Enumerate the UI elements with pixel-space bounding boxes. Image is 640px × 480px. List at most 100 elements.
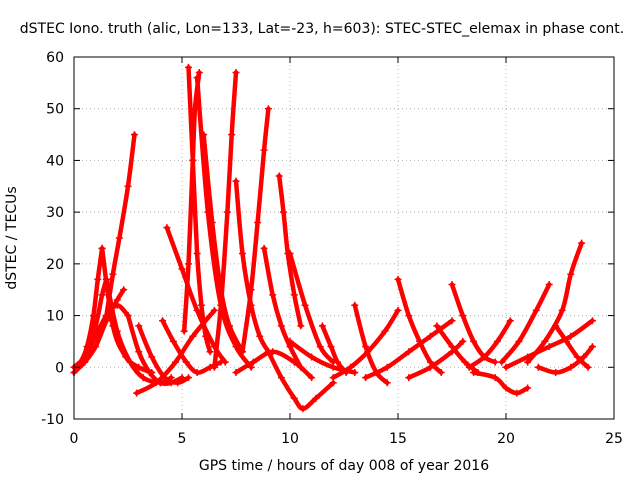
data-point bbox=[189, 332, 197, 340]
data-point bbox=[290, 358, 298, 366]
data-point bbox=[184, 374, 192, 382]
data-point bbox=[210, 363, 218, 371]
data-point bbox=[238, 348, 246, 356]
series-arc39 bbox=[552, 322, 592, 371]
data-point bbox=[459, 312, 467, 320]
series-line bbox=[406, 339, 466, 380]
data-point bbox=[254, 218, 262, 226]
data-point bbox=[318, 322, 326, 330]
series-line bbox=[287, 251, 336, 365]
data-point bbox=[394, 275, 402, 283]
data-point bbox=[383, 379, 391, 387]
series-arc05 bbox=[70, 286, 128, 376]
series-line bbox=[352, 302, 390, 386]
data-point bbox=[312, 394, 320, 402]
data-point bbox=[208, 218, 216, 226]
data-point bbox=[545, 281, 553, 289]
series-arc31 bbox=[405, 337, 467, 382]
data-point bbox=[169, 337, 177, 345]
series-arc29 bbox=[362, 317, 456, 382]
data-point bbox=[584, 363, 592, 371]
data-point bbox=[109, 270, 117, 278]
data-point bbox=[260, 146, 268, 154]
data-point bbox=[280, 208, 288, 216]
series-line bbox=[434, 323, 481, 375]
data-point bbox=[197, 301, 205, 309]
data-point bbox=[405, 312, 413, 320]
data-point bbox=[573, 353, 581, 361]
series-line bbox=[104, 132, 137, 318]
data-point bbox=[552, 322, 560, 330]
data-point bbox=[493, 337, 501, 345]
data-point bbox=[541, 337, 549, 345]
series-arc24 bbox=[286, 250, 337, 366]
data-point bbox=[210, 306, 218, 314]
y-tick-label: 60 bbox=[46, 50, 64, 66]
data-point bbox=[405, 374, 413, 382]
data-point bbox=[113, 327, 121, 335]
series-arc23 bbox=[264, 348, 337, 413]
y-tick-label: 40 bbox=[46, 153, 64, 169]
data-point bbox=[552, 368, 560, 376]
data-point bbox=[184, 63, 192, 71]
x-tick-label: 20 bbox=[497, 431, 515, 447]
data-point bbox=[416, 337, 424, 345]
data-point bbox=[334, 358, 342, 366]
data-point bbox=[426, 332, 434, 340]
series-arc14 bbox=[184, 63, 214, 356]
plot-frame bbox=[73, 56, 615, 420]
data-point bbox=[92, 322, 100, 330]
data-point bbox=[159, 317, 167, 325]
data-point bbox=[524, 384, 532, 392]
data-point bbox=[297, 322, 305, 330]
data-point bbox=[232, 69, 240, 77]
series-layer bbox=[70, 63, 596, 413]
data-point bbox=[437, 368, 445, 376]
series-arc34 bbox=[465, 317, 514, 371]
data-point bbox=[588, 343, 596, 351]
data-point bbox=[286, 337, 294, 345]
data-point bbox=[200, 131, 208, 139]
data-point bbox=[247, 286, 255, 294]
data-point bbox=[299, 405, 307, 413]
series-line bbox=[266, 349, 336, 411]
y-tick-label: 0 bbox=[55, 360, 64, 376]
data-point bbox=[264, 105, 272, 113]
data-point bbox=[448, 343, 456, 351]
data-point bbox=[206, 348, 214, 356]
data-point bbox=[98, 291, 106, 299]
data-point bbox=[92, 343, 100, 351]
data-point bbox=[405, 348, 413, 356]
series-line bbox=[194, 75, 254, 370]
data-point bbox=[513, 389, 521, 397]
data-point bbox=[480, 353, 488, 361]
axis-ticks: 0 5 10 15 20 25 -10 0 10 20 30 40 50 60 bbox=[41, 50, 623, 447]
data-point bbox=[148, 353, 156, 361]
data-point bbox=[567, 332, 575, 340]
data-point bbox=[578, 239, 586, 247]
data-point bbox=[193, 368, 201, 376]
data-point bbox=[269, 291, 277, 299]
data-point bbox=[580, 353, 588, 361]
data-point bbox=[470, 368, 478, 376]
data-point bbox=[290, 394, 298, 402]
x-axis-label: GPS time / hours of day 008 of year 2016 bbox=[199, 458, 489, 474]
data-point bbox=[426, 363, 434, 371]
x-tick-label: 10 bbox=[281, 431, 299, 447]
data-point bbox=[228, 131, 236, 139]
data-point bbox=[221, 358, 229, 366]
data-point bbox=[226, 322, 234, 330]
data-point bbox=[275, 172, 283, 180]
data-point bbox=[567, 363, 575, 371]
series-arc10 bbox=[133, 306, 218, 397]
data-point bbox=[135, 363, 143, 371]
series-arc17 bbox=[210, 69, 240, 371]
data-point bbox=[126, 358, 134, 366]
data-point bbox=[277, 322, 285, 330]
data-point bbox=[193, 306, 201, 314]
data-point bbox=[308, 374, 316, 382]
data-point bbox=[470, 337, 478, 345]
data-point bbox=[102, 312, 110, 320]
data-point bbox=[515, 337, 523, 345]
